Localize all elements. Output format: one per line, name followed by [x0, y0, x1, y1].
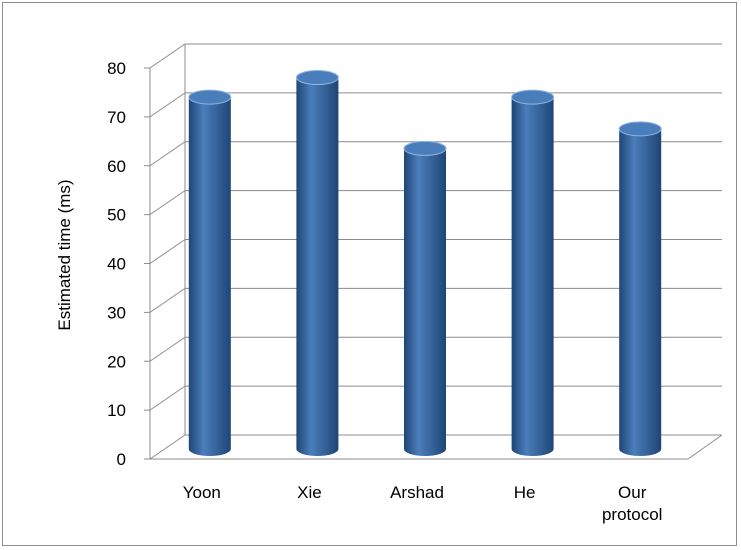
bar-body [404, 148, 446, 456]
bar-body [188, 97, 231, 457]
gridline-side [149, 43, 186, 69]
y-tick-label: 30 [107, 303, 126, 322]
x-tick-label: Xie [297, 483, 322, 502]
y-tick-label: 70 [107, 108, 126, 127]
gridline-side [149, 92, 186, 118]
y-tick-label: 10 [107, 401, 126, 420]
y-tick-label: 80 [107, 59, 126, 78]
floor-right-edge [687, 434, 723, 460]
x-tick-label: Yoon [183, 483, 221, 502]
bar-body [511, 97, 554, 456]
x-tick-label: Arshad [390, 483, 444, 502]
y-tick-label: 40 [107, 255, 126, 274]
y-tick-label: 60 [107, 157, 126, 176]
gridline-side [149, 239, 186, 264]
gridline-side [149, 336, 186, 362]
axis-labels: 0 10 20 30 40 50 60 70 80 Yoon Xie Arshad He Our proto… [107, 59, 662, 524]
gridline-side [149, 287, 186, 313]
bar-top [511, 89, 555, 105]
x-tick-label: Our protocol [602, 483, 662, 524]
gridline-side [149, 385, 186, 411]
bar-body [296, 77, 339, 457]
bar-top [295, 70, 339, 86]
bar [188, 89, 232, 457]
bar [403, 140, 447, 456]
bars [188, 70, 662, 457]
gridline-side [149, 141, 186, 167]
y-axis-title: Estimated time (ms) [55, 179, 74, 330]
bar-top [618, 121, 662, 137]
bar-top [188, 89, 232, 105]
bar [511, 89, 555, 456]
bar [295, 70, 339, 457]
bar-top [403, 140, 447, 156]
x-tick-label: He [514, 483, 536, 502]
y-tick-label: 50 [107, 206, 126, 225]
gridline-side [149, 190, 186, 216]
y-tick-label: 20 [107, 352, 126, 371]
axes [144, 44, 723, 460]
bar-body [619, 128, 662, 457]
y-tick-label: 0 [117, 450, 126, 469]
gridline-side [149, 434, 186, 460]
bar [618, 121, 662, 457]
